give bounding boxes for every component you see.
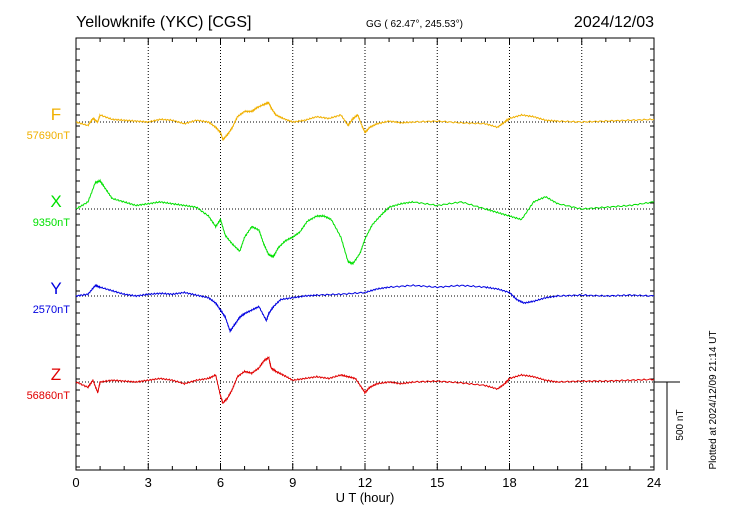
component-letter-z: Z	[51, 365, 61, 384]
component-letter-y: Y	[50, 279, 61, 298]
x-tick-label-21: 21	[575, 475, 589, 490]
scale-bar-label: 500 nT	[675, 409, 686, 440]
x-tick-label-15: 15	[430, 475, 444, 490]
series-line-z	[75, 356, 655, 404]
x-tick-label-0: 0	[72, 475, 79, 490]
grid-lines	[147, 38, 583, 470]
date-label: 2024/12/03	[574, 14, 654, 31]
component-letter-x: X	[50, 192, 61, 211]
x-tick-label-12: 12	[358, 475, 372, 490]
x-tick-label-6: 6	[217, 475, 224, 490]
x-axis-ticks: 0 3 6 9 12 15 18 21 24	[72, 38, 661, 490]
x-axis-label: U T (hour)	[336, 490, 395, 505]
x-tick-label-9: 9	[289, 475, 296, 490]
baseline-grid	[76, 121, 654, 383]
baseline-value-x: 9350nT	[33, 217, 71, 229]
series-group	[75, 101, 655, 404]
x-tick-label-24: 24	[647, 475, 661, 490]
component-labels: F 57690nT X 9350nT Y 2570nT Z 56860nT	[27, 105, 71, 402]
baseline-value-y: 2570nT	[33, 304, 71, 316]
x-tick-label-3: 3	[145, 475, 152, 490]
station-title: Yellowknife (YKC) [CGS]	[76, 14, 251, 31]
baseline-value-z: 56860nT	[27, 390, 71, 402]
series-line-f	[75, 101, 655, 142]
component-letter-f: F	[51, 105, 61, 124]
scale-bar: 500 nT	[654, 381, 686, 470]
coordinates-label: GG ( 62.47°, 245.53°)	[366, 19, 463, 30]
series-line-y	[75, 283, 655, 334]
series-line-x	[75, 178, 655, 266]
baseline-value-f: 57690nT	[27, 130, 71, 142]
x-tick-label-18: 18	[502, 475, 516, 490]
plotted-timestamp: Plotted at 2024/12/09 21:14 UT	[708, 331, 719, 470]
